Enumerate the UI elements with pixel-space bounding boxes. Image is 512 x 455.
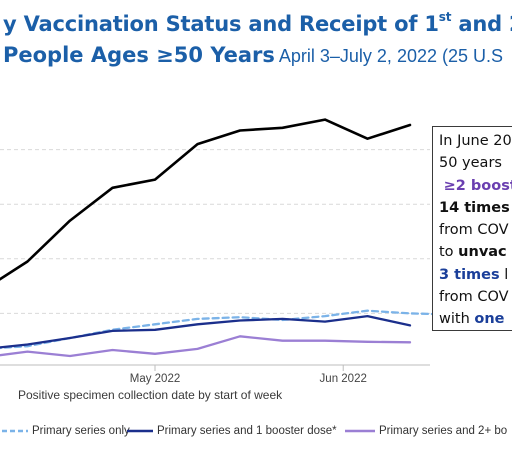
chart-title-line-2: People Ages ≥50 Years April 3–July 2, 20… (3, 43, 503, 67)
title-superscript: st (438, 10, 452, 24)
callout-line: 50 years (439, 155, 502, 172)
callout-box: In June 20 50 years ≥2 boost 14 times fr… (432, 126, 512, 331)
callout-line: with one (439, 311, 505, 328)
callout-highlight: 3 times (439, 266, 500, 283)
x-axis-label: Positive specimen collection date by sta… (18, 388, 283, 402)
callout-line: from COV (439, 289, 509, 306)
x-tick-label: May 2022 (130, 373, 181, 385)
callout-line: from COV (439, 222, 509, 239)
legend-item-two-booster: Primary series and 2+ bo (345, 425, 507, 437)
series-line-unvaccinated (0, 118, 412, 281)
title-text: y Vaccination Status and Receipt of 1 (3, 12, 439, 36)
title-text-end: and 2 (458, 12, 512, 36)
legend-item-one-booster: Primary series and 1 booster dose* (127, 425, 337, 437)
title-population: People Ages ≥50 Years (3, 43, 275, 67)
callout-highlight: ≥2 boost (443, 177, 512, 194)
series-line-one_booster (0, 314, 412, 349)
x-tick-label: Jun 2022 (320, 373, 367, 385)
legend-item-primary-only: Primary series only (2, 425, 130, 437)
callout-line: ≥2 boost (439, 175, 512, 197)
callout-line: In June 20 (439, 133, 512, 149)
callout-highlight: one (474, 311, 505, 328)
line-icon (127, 429, 153, 433)
legend-label: Primary series and 2+ bo (379, 425, 508, 437)
callout-line: to unvac (439, 244, 507, 261)
series-line-primary_only (0, 309, 454, 350)
title-date-range: April 3–July 2, 2022 (25 U.S (274, 46, 504, 66)
series-line-two_booster (0, 335, 412, 358)
dashed-line-icon (2, 429, 28, 433)
legend-label: Primary series only (32, 425, 130, 437)
callout-highlight: unvac (458, 244, 507, 261)
callout-line: 3 times l (439, 266, 509, 283)
callout-line: 14 times (439, 199, 510, 216)
chart-title-line-1: y Vaccination Status and Receipt of 1st … (3, 10, 512, 36)
line-icon (345, 429, 375, 433)
legend-label: Primary series and 1 booster dose* (157, 425, 337, 437)
